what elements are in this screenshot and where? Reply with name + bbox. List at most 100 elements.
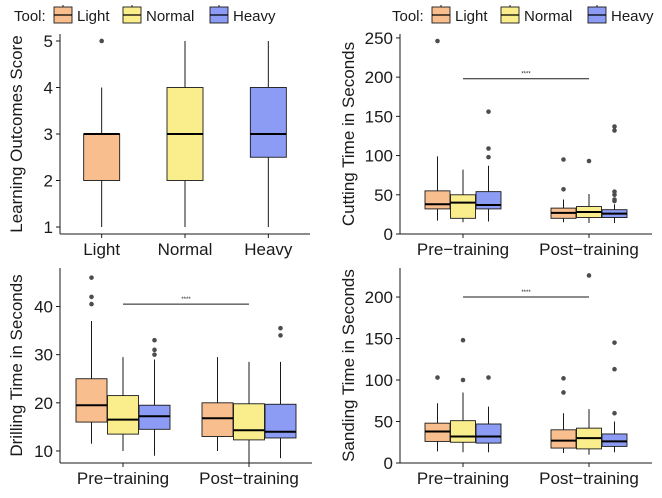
outlier-point [89, 294, 94, 300]
outlier-point [586, 158, 592, 164]
y-tick-label: 40 [34, 298, 53, 317]
box-body [107, 395, 139, 435]
box-light [550, 376, 577, 454]
box-heavy [249, 40, 287, 228]
outlier-point [561, 390, 566, 395]
y-tick-label: 100 [365, 371, 393, 390]
y-tick-label: 2 [44, 172, 53, 191]
box-body [83, 133, 121, 181]
box-body [450, 194, 476, 219]
box-body [233, 403, 265, 441]
outlier-point [435, 38, 440, 44]
x-tick-label: Light [83, 240, 120, 259]
box-normal [450, 169, 476, 223]
outlier-point [460, 337, 466, 343]
outlier-point [89, 275, 94, 280]
y-axis-title: Cutting Time in Seconds [339, 42, 358, 226]
outlier-point [99, 38, 104, 44]
y-tick-label: 10 [34, 442, 53, 461]
y-tick-label: 4 [44, 78, 53, 97]
box-body [601, 433, 628, 447]
box-body [475, 191, 502, 210]
chart-panel-4: 0 50 100 150 200 Pre−training Post−training San… [339, 268, 652, 488]
x-tick-label: Normal [158, 240, 213, 259]
y-tick-label: 3 [44, 125, 53, 144]
outlier-point [486, 154, 491, 160]
box-light [75, 275, 108, 444]
significance-label: **** [181, 297, 191, 303]
legend-label: Light [77, 8, 110, 25]
y-tick-label: 200 [365, 68, 393, 87]
y-tick-label: 0 [384, 454, 393, 473]
outlier-point [486, 109, 491, 114]
box-light [83, 38, 121, 228]
x-tick-label: Heavy [244, 240, 293, 259]
box-normal [107, 357, 139, 451]
box-heavy [138, 337, 171, 456]
legend-label: Heavy [233, 8, 276, 25]
legend-title: Tool: [14, 8, 46, 25]
outlier-point [152, 337, 157, 343]
outlier-point [486, 375, 491, 380]
outlier-point [278, 333, 283, 338]
box-body [475, 423, 502, 444]
legend-key-heavy: Heavy [587, 5, 654, 25]
legend-key-light: Light [431, 5, 488, 25]
box-heavy [264, 325, 297, 459]
y-tick-label: 50 [374, 186, 393, 205]
box-body [450, 420, 476, 443]
box-light [424, 375, 451, 452]
x-tick-label: Post−training [539, 240, 639, 259]
y-tick-label: 30 [34, 346, 53, 365]
y-tick-label: 1 [44, 218, 53, 237]
y-axis-title: Learning Outcomes Score [7, 35, 26, 233]
legend-key-normal: Normal [500, 5, 572, 25]
legend-key-heavy: Heavy [209, 5, 276, 25]
x-tick-label: Pre−training [417, 469, 509, 488]
box-light [201, 357, 234, 451]
box-body [201, 402, 234, 437]
legend-title: Tool: [392, 8, 424, 25]
outlier-point [612, 340, 617, 345]
outlier-point [561, 186, 566, 192]
x-tick-label: Post−training [539, 469, 639, 488]
outlier-point [612, 128, 617, 133]
outlier-point [612, 198, 617, 204]
legend-label: Heavy [611, 8, 654, 25]
outlier-point [89, 301, 94, 307]
outlier-point [460, 377, 466, 383]
y-tick-label: 150 [365, 107, 393, 126]
box-body [424, 190, 451, 210]
y-tick-label: 100 [365, 147, 393, 166]
y-tick-label: 0 [384, 225, 393, 244]
y-tick-label: 150 [365, 330, 393, 349]
box-heavy [601, 124, 628, 224]
legend-label: Normal [524, 8, 572, 25]
y-tick-label: 20 [34, 394, 53, 413]
outlier-point [612, 366, 617, 372]
legend-label: Light [455, 8, 488, 25]
chart-panel-2: 0 50 100 150 200 250 Pre−training Post−training… [339, 5, 654, 259]
y-axis-title: Drilling Time in Seconds [7, 274, 26, 456]
outlier-point [435, 375, 440, 380]
legend: Tool: Light Normal Heavy [14, 5, 276, 25]
box-body [550, 429, 577, 449]
x-tick-label: Pre−training [417, 240, 509, 259]
box-body [75, 378, 108, 423]
box-body [249, 87, 287, 158]
y-axis-title: Sanding Time in Seconds [339, 269, 358, 462]
box-heavy [601, 340, 628, 453]
box-heavy [475, 375, 502, 453]
box-normal [576, 158, 602, 224]
significance-label: **** [521, 72, 531, 78]
outlier-point [586, 273, 592, 278]
outlier-point [278, 325, 283, 331]
x-tick-label: Post−training [199, 469, 299, 488]
box-normal [576, 273, 602, 455]
outlier-point [612, 410, 617, 416]
significance-label: **** [521, 290, 531, 296]
outlier-point [486, 146, 491, 151]
y-tick-label: 200 [365, 288, 393, 307]
legend-label: Normal [146, 8, 194, 25]
